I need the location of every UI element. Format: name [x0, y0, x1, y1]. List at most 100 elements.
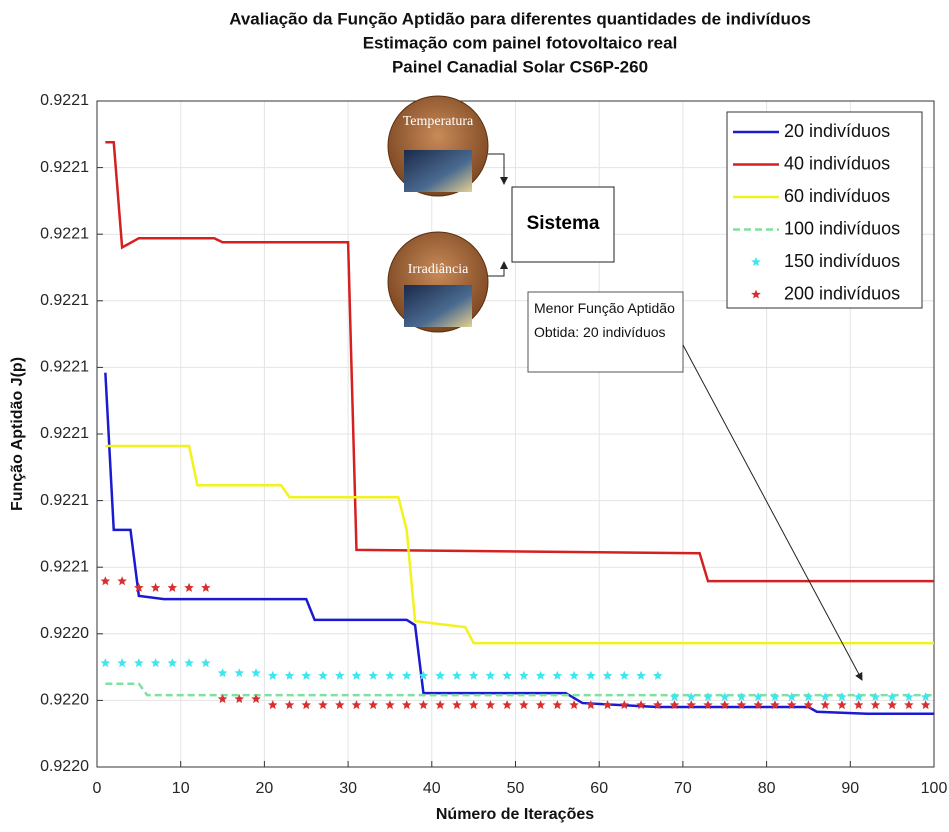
- x-tick-label: 30: [339, 780, 357, 797]
- x-tick-label: 50: [507, 780, 525, 797]
- point: [268, 700, 278, 710]
- point: [920, 700, 931, 710]
- point: [853, 700, 864, 710]
- panel-image: [404, 285, 472, 327]
- y-tick-label: 0.9220: [40, 625, 89, 642]
- point: [736, 700, 747, 710]
- point: [887, 692, 897, 702]
- point: [619, 700, 630, 710]
- arrow: [488, 261, 508, 277]
- point: [887, 700, 897, 710]
- point: [284, 670, 295, 680]
- point: [904, 700, 914, 710]
- point: [837, 692, 847, 702]
- point: [803, 700, 814, 710]
- point: [803, 692, 814, 702]
- point: [268, 670, 278, 680]
- y-tick-label: 0.9220: [40, 758, 89, 775]
- point: [669, 700, 680, 710]
- panel-image: [404, 150, 472, 192]
- series-line: [105, 444, 934, 645]
- point: [602, 700, 613, 710]
- point: [837, 700, 847, 710]
- point: [602, 670, 613, 680]
- point: [117, 658, 127, 668]
- y-axis-label: Função Aptidão J(p): [9, 357, 26, 511]
- point: [167, 582, 178, 592]
- point: [150, 658, 161, 668]
- point: [519, 700, 529, 710]
- point: [201, 658, 211, 668]
- point: [502, 670, 512, 680]
- x-tick-label: 90: [841, 780, 859, 797]
- legend-label: 40 indivíduos: [784, 153, 890, 173]
- annotation: Menor Função Aptidão Obtida: 20 indivídu…: [534, 300, 675, 340]
- plot-area: [100, 141, 934, 715]
- point: [335, 670, 345, 680]
- point: [636, 700, 646, 710]
- point: [385, 670, 395, 680]
- input-label: Irradiância: [407, 262, 469, 277]
- legend-label: 200 indivíduos: [784, 283, 900, 303]
- point: [736, 692, 747, 702]
- point: [653, 700, 663, 710]
- y-tick-label: 0.9221: [40, 492, 89, 509]
- chart-title: Painel Canadial Solar CS6P-260: [392, 57, 648, 76]
- x-tick-label: 60: [590, 780, 608, 797]
- point: [720, 700, 730, 710]
- point: [452, 670, 462, 680]
- point: [368, 670, 378, 680]
- point: [552, 700, 563, 710]
- annotation-box: [527, 291, 684, 373]
- point: [435, 670, 445, 680]
- point: [686, 692, 696, 702]
- point: [586, 700, 596, 710]
- x-tick-label: 40: [423, 780, 441, 797]
- point: [251, 694, 261, 704]
- point: [870, 700, 881, 710]
- point: [485, 670, 496, 680]
- point: [820, 692, 830, 702]
- point: [318, 670, 328, 680]
- legend-swatch: [751, 289, 761, 299]
- point: [301, 670, 311, 680]
- point: [669, 692, 680, 702]
- point: [301, 700, 311, 710]
- point: [401, 700, 412, 710]
- point: [184, 658, 194, 668]
- annotation-arrow: [682, 344, 863, 681]
- legend-swatch: [751, 257, 761, 266]
- chart-title: Estimação com painel fotovoltaico real: [363, 33, 678, 52]
- point: [485, 700, 496, 710]
- point: [351, 670, 362, 680]
- point: [569, 700, 579, 710]
- point: [753, 700, 763, 710]
- point: [368, 700, 378, 710]
- x-tick-label: 10: [172, 780, 190, 797]
- point: [167, 658, 178, 668]
- point: [435, 700, 445, 710]
- legend-label: 20 indivíduos: [784, 121, 890, 141]
- arrow: [488, 153, 508, 185]
- point: [201, 582, 211, 592]
- y-tick-label: 0.9221: [40, 225, 89, 242]
- x-tick-label: 70: [674, 780, 692, 797]
- point: [351, 700, 362, 710]
- point: [770, 692, 780, 702]
- point: [134, 582, 144, 592]
- point: [636, 670, 646, 680]
- point: [117, 576, 127, 586]
- point: [920, 692, 931, 702]
- point: [720, 692, 730, 702]
- chart-title: Avaliação da Função Aptidão para diferen…: [229, 9, 811, 28]
- point: [787, 692, 797, 702]
- point: [904, 692, 914, 702]
- point: [234, 694, 244, 704]
- point: [535, 670, 546, 680]
- point: [770, 700, 780, 710]
- point: [251, 668, 261, 678]
- legend-label: 100 indivíduos: [784, 218, 900, 238]
- x-tick-label: 80: [758, 780, 776, 797]
- x-tick-label: 0: [93, 780, 102, 797]
